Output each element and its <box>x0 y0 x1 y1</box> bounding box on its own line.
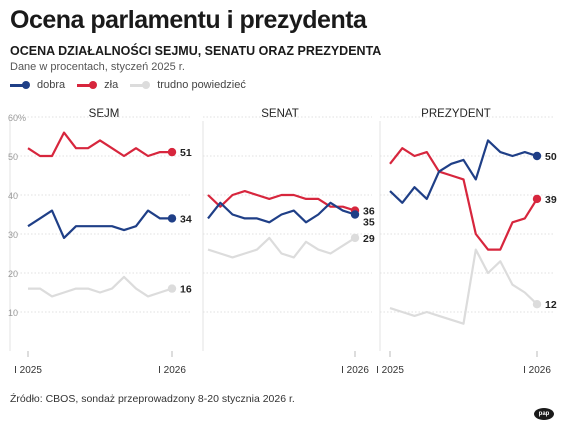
y-tick-label: 60% <box>8 113 26 123</box>
data-label-end: 16 <box>180 284 192 296</box>
source-note: Źródło: CBOS, sondaż przeprowadzony 8-20… <box>10 393 295 405</box>
y-tick-label: 10 <box>8 308 18 318</box>
data-label-end: 36 <box>363 206 375 218</box>
series-end-point <box>532 194 542 204</box>
y-tick-label: 50 <box>8 152 18 162</box>
series-line-trudno-powiedzieć <box>389 248 538 325</box>
legend-label-trudno: trudno powiedzieć <box>157 79 246 91</box>
series-end-point <box>350 233 360 243</box>
series-end-point <box>167 147 177 157</box>
legend: dobra zła trudno powiedzieć <box>10 77 258 93</box>
data-label-end: 34 <box>180 213 192 225</box>
y-tick-label: 40 <box>8 191 18 201</box>
y-tick-label: 30 <box>8 230 18 240</box>
panel-title-prezydent: PREZYDENT <box>421 108 491 120</box>
pap-logo: pap <box>534 408 554 420</box>
series-line-trudno-powiedzieć <box>207 236 356 259</box>
data-label-end: 51 <box>180 147 192 159</box>
x-tick-label: I 2025 <box>376 365 404 376</box>
series-line-zła <box>207 190 356 212</box>
y-tick-label: 20 <box>8 269 18 279</box>
data-label-end: 50 <box>545 151 557 163</box>
series-line-dobra <box>207 201 356 224</box>
legend-item-trudno: trudno powiedzieć <box>130 79 246 91</box>
x-tick-label: I 2026 <box>523 365 551 376</box>
series-end-point <box>532 151 542 161</box>
series-line-zła <box>389 147 538 251</box>
series-end-point <box>350 210 360 219</box>
x-tick-label: I 2026 <box>158 365 186 376</box>
series-end-point <box>167 284 177 293</box>
data-label-end: 29 <box>363 233 375 245</box>
legend-item-dobra: dobra <box>10 79 65 91</box>
chart-note: Dane w procentach, styczeń 2025 r. <box>10 61 185 73</box>
legend-swatch-dobra <box>10 79 32 91</box>
series-end-point <box>532 300 542 309</box>
legend-label-zla: zła <box>104 79 119 91</box>
x-tick-label: I 2026 <box>341 365 369 376</box>
legend-swatch-trudno <box>130 79 152 91</box>
data-label-end: 35 <box>363 217 375 229</box>
series-line-dobra <box>27 209 172 239</box>
series-line-zła <box>27 131 172 158</box>
data-label-end: 39 <box>545 194 557 206</box>
chart-title: Ocena parlamentu i prezydenta <box>10 6 367 34</box>
series-line-trudno-powiedzieć <box>28 275 173 298</box>
series-line-dobra <box>389 139 538 204</box>
chart-subtitle: OCENA DZIAŁALNOŚCI SEJMU, SENATU ORAZ PR… <box>10 44 382 58</box>
x-tick-label: I 2025 <box>14 365 42 376</box>
legend-label-dobra: dobra <box>37 79 66 91</box>
data-label-end: 12 <box>545 299 557 311</box>
legend-item-zla: zła <box>77 79 118 91</box>
series-end-point <box>167 214 177 223</box>
legend-swatch-zla <box>77 79 99 91</box>
